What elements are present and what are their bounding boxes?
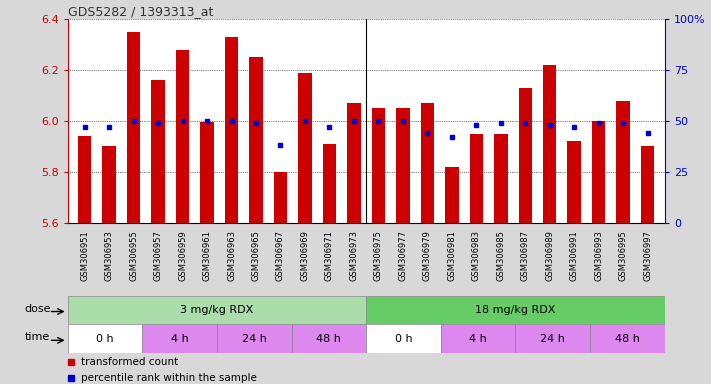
Bar	[372, 108, 385, 223]
Bar	[323, 144, 336, 223]
Text: 0 h: 0 h	[395, 334, 412, 344]
Text: 0 h: 0 h	[96, 334, 114, 344]
Text: 48 h: 48 h	[316, 334, 341, 344]
Bar	[78, 136, 92, 223]
Text: dose: dose	[24, 304, 50, 314]
Text: transformed count: transformed count	[80, 357, 178, 367]
Bar	[592, 121, 606, 223]
Bar	[543, 65, 557, 223]
Text: time: time	[24, 333, 50, 343]
Bar	[250, 57, 263, 223]
Bar	[518, 88, 532, 223]
Bar	[142, 324, 217, 353]
Bar	[68, 324, 142, 353]
Bar	[445, 167, 459, 223]
Text: GDS5282 / 1393313_at: GDS5282 / 1393313_at	[68, 5, 213, 18]
Bar	[225, 37, 238, 223]
Bar	[176, 50, 189, 223]
Bar	[102, 146, 116, 223]
Bar	[127, 32, 140, 223]
Bar	[515, 324, 590, 353]
Bar	[641, 146, 654, 223]
Bar	[347, 103, 360, 223]
Bar	[396, 108, 410, 223]
Text: percentile rank within the sample: percentile rank within the sample	[80, 374, 257, 384]
Bar	[151, 80, 165, 223]
Bar	[590, 324, 665, 353]
Text: 24 h: 24 h	[540, 334, 565, 344]
Bar	[274, 172, 287, 223]
Text: 18 mg/kg RDX: 18 mg/kg RDX	[475, 305, 556, 315]
Bar	[441, 324, 515, 353]
Bar	[616, 101, 630, 223]
Bar	[292, 324, 366, 353]
Bar	[366, 324, 441, 353]
Text: 48 h: 48 h	[615, 334, 640, 344]
Text: 4 h: 4 h	[469, 334, 487, 344]
Bar	[68, 296, 366, 324]
Bar	[469, 134, 483, 223]
Text: 24 h: 24 h	[242, 334, 267, 344]
Bar	[217, 324, 292, 353]
Bar	[494, 134, 508, 223]
Bar	[366, 296, 665, 324]
Bar	[421, 103, 434, 223]
Bar	[298, 73, 311, 223]
Bar	[201, 122, 214, 223]
Text: 4 h: 4 h	[171, 334, 188, 344]
Bar	[567, 141, 581, 223]
Text: 3 mg/kg RDX: 3 mg/kg RDX	[180, 305, 254, 315]
